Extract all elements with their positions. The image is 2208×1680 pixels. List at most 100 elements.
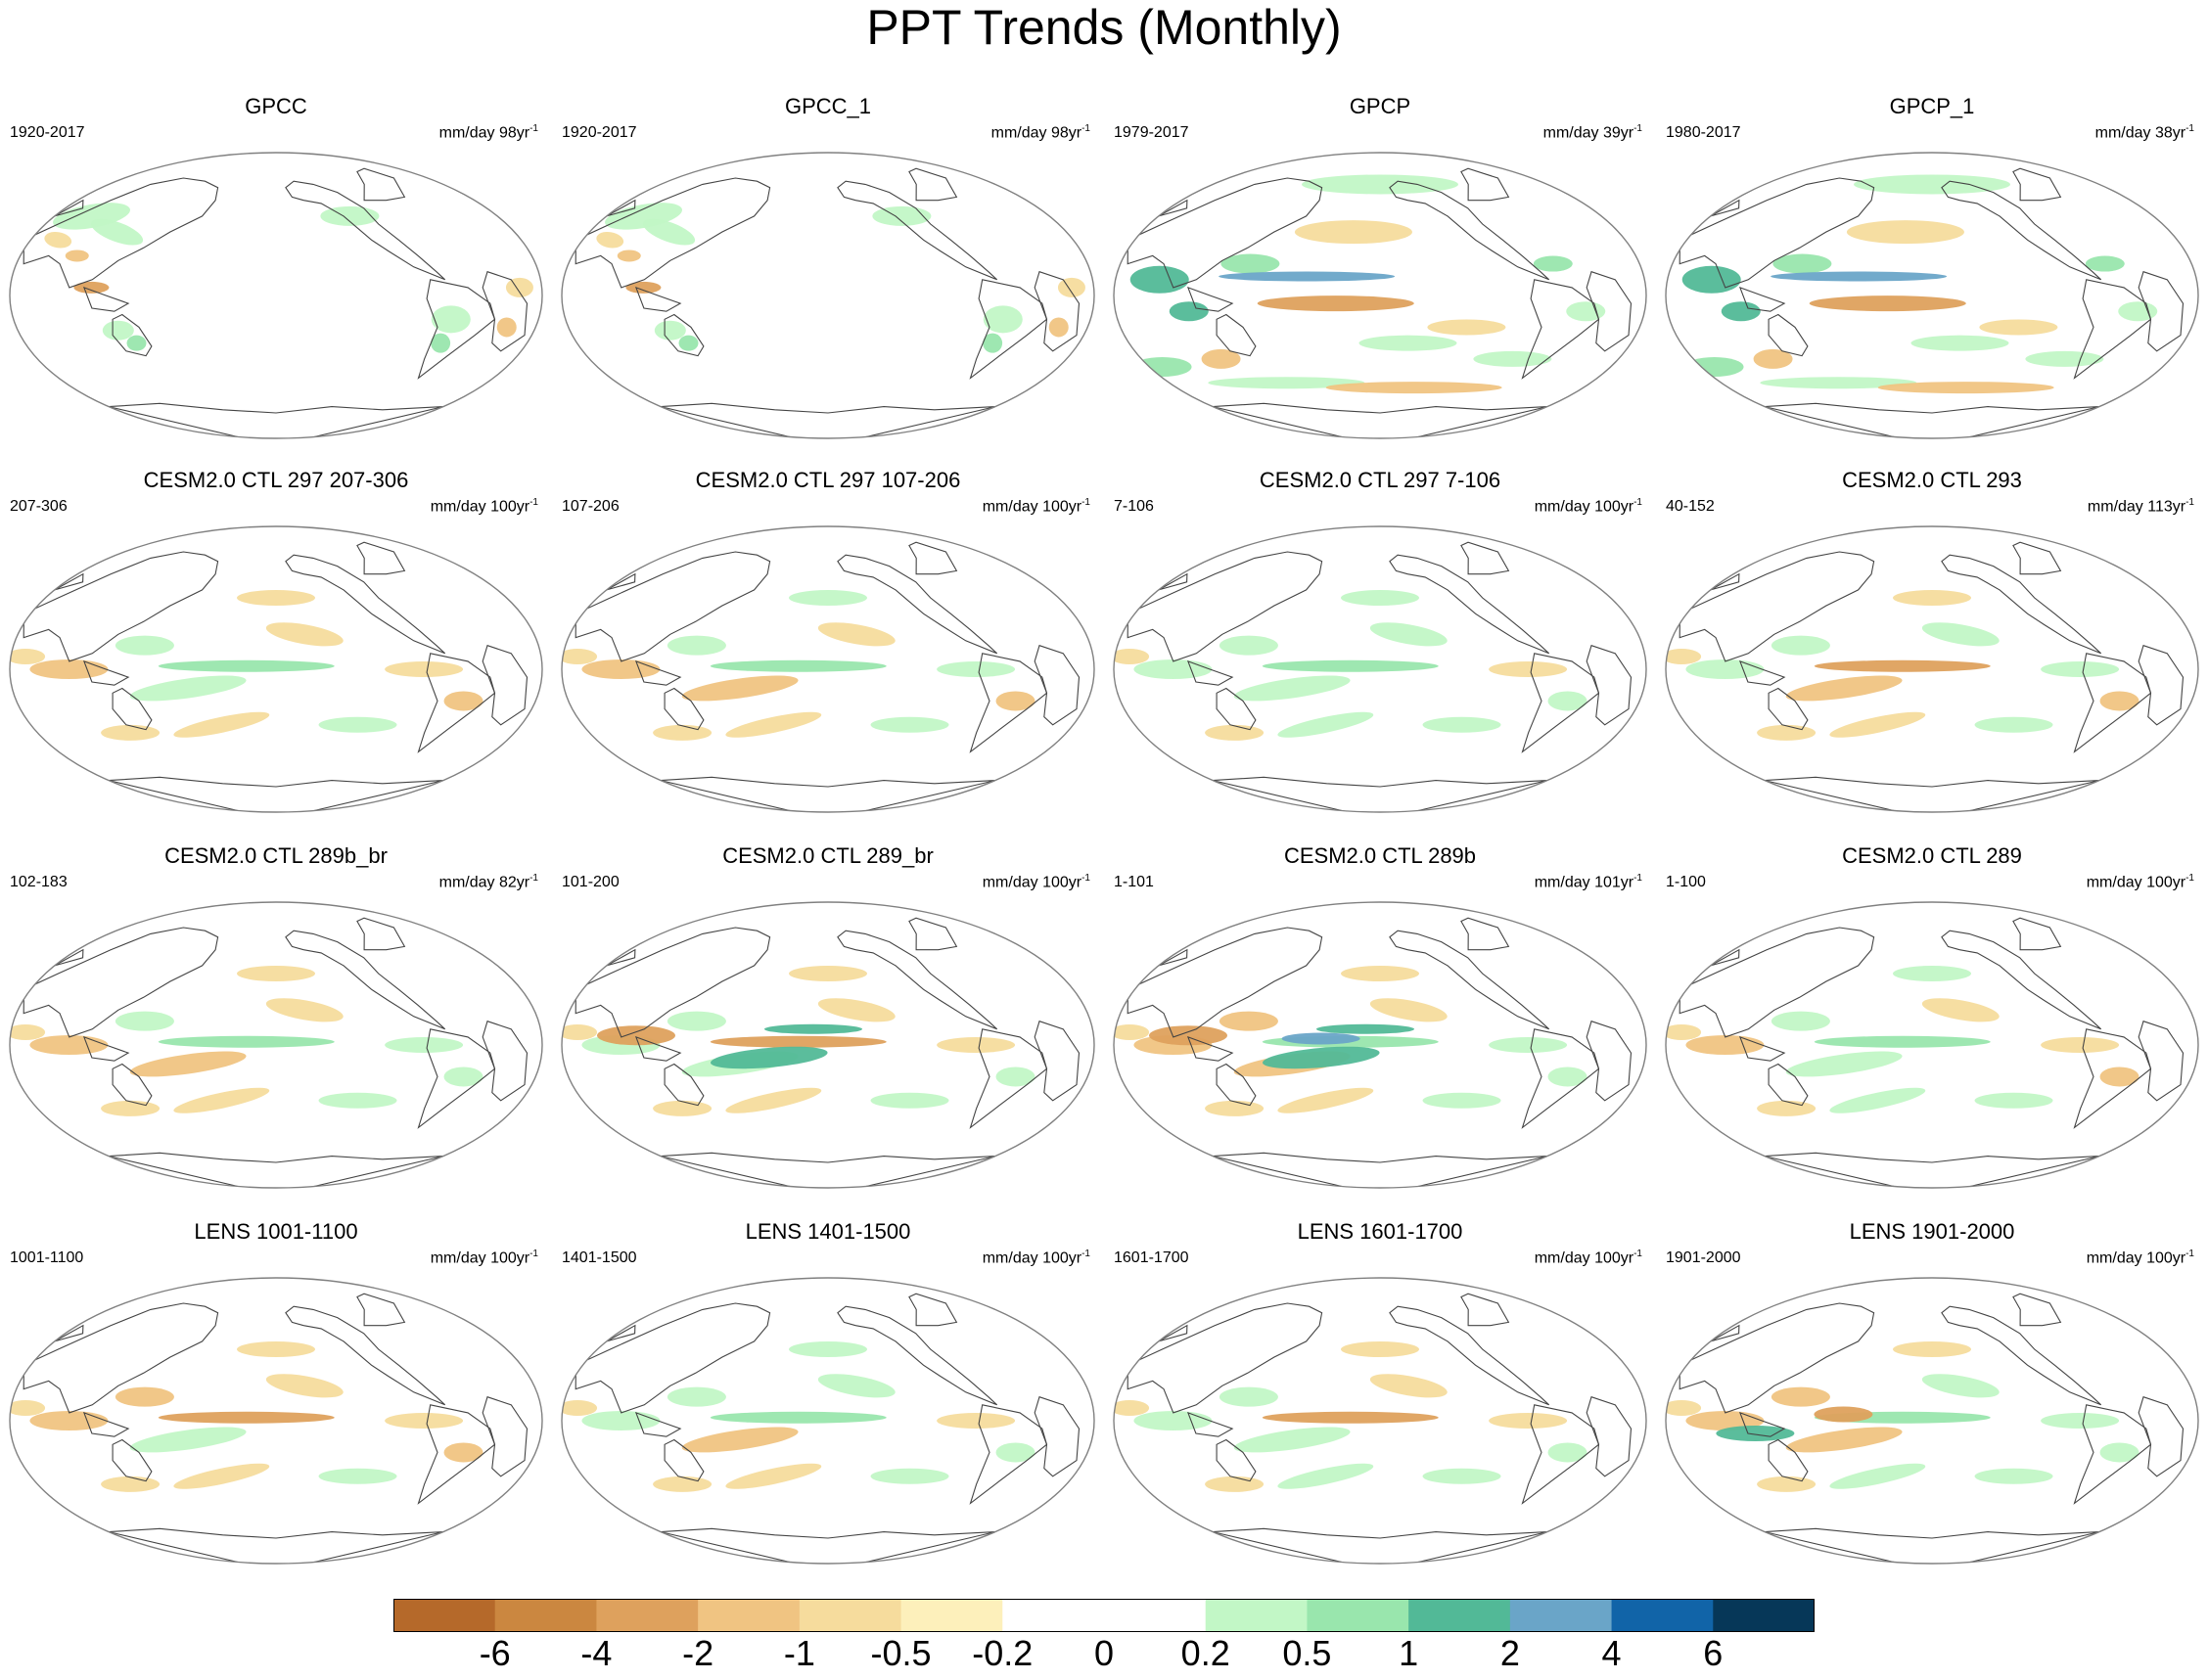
panel-title: CESM2.0 CTL 297 7-106 <box>1259 468 1501 492</box>
coastlines <box>1127 167 1633 438</box>
panel-units: mm/day 100yr-1 <box>2086 1249 2194 1267</box>
panel-title: CESM2.0 CTL 289b <box>1283 843 1477 868</box>
panel-title: GPCC <box>245 94 307 118</box>
map-panel: CESM2.0 CTL 289_br 101-200 mm/day 100yr-1 <box>552 843 1104 1215</box>
panel-period: 1001-1100 <box>10 1249 84 1266</box>
panel-period: 40-152 <box>1666 498 1715 515</box>
trend-field <box>1114 966 1587 1116</box>
map-panel: LENS 1001-1100 1001-1100 mm/day 100yr-1 <box>0 1219 552 1591</box>
colorbar-frame <box>393 1599 1815 1632</box>
panel-units: mm/day 113yr-1 <box>2087 497 2194 516</box>
panel-title: GPCP <box>1349 94 1411 118</box>
map-panel: CESM2.0 CTL 289b_br 102-183 mm/day 82yr-1 <box>0 843 552 1215</box>
colorbar-swatch <box>900 1599 1003 1632</box>
panel-period: 1920-2017 <box>10 124 85 141</box>
trend-field <box>1666 1341 2139 1492</box>
trend-field <box>562 966 1035 1116</box>
coastlines <box>23 167 529 438</box>
trend-field <box>10 966 483 1116</box>
panel-period: 107-206 <box>562 498 620 515</box>
trend-map <box>561 1277 1095 1565</box>
panel-period: 101-200 <box>562 874 620 890</box>
map-panel: LENS 1601-1700 1601-1700 mm/day 100yr-1 <box>1104 1219 1656 1591</box>
colorbar-swatch <box>1002 1599 1105 1632</box>
panel-units: mm/day 100yr-1 <box>982 497 1090 516</box>
main-title: PPT Trends (Monthly) <box>866 0 1342 55</box>
coastlines <box>23 917 529 1188</box>
trend-map <box>561 525 1095 813</box>
coastlines <box>575 917 1081 1188</box>
panel-units: mm/day 100yr-1 <box>430 1249 538 1267</box>
colorbar-swatch <box>1408 1599 1511 1632</box>
colorbar-swatch <box>799 1599 902 1632</box>
panel-units: mm/day 82yr-1 <box>438 873 538 891</box>
trend-map <box>1113 525 1647 813</box>
map-panel: LENS 1401-1500 1401-1500 mm/day 100yr-1 <box>552 1219 1104 1591</box>
map-panel: GPCP_1 1980-2017 mm/day 38yr-1 <box>1656 94 2208 466</box>
map-panel: GPCC 1920-2017 mm/day 98yr-1 <box>0 94 552 466</box>
colorbar-tick-label: -6 <box>479 1633 511 1673</box>
map-outline <box>1665 152 2199 439</box>
map-outline <box>9 1277 543 1565</box>
colorbar-tick-label: -0.5 <box>870 1633 932 1673</box>
panel-units: mm/day 100yr-1 <box>982 1249 1090 1267</box>
trend-map <box>1113 1277 1647 1565</box>
coastlines <box>575 1293 1081 1564</box>
colorbar-swatch <box>393 1599 496 1632</box>
panel-title: CESM2.0 CTL 289_br <box>722 843 934 868</box>
coastlines <box>23 1293 529 1564</box>
coastlines <box>575 167 1081 438</box>
colorbar-tick-label: -1 <box>783 1633 815 1673</box>
colorbar-swatch <box>494 1599 597 1632</box>
colorbar-tick-label: 1 <box>1399 1633 1419 1673</box>
coastlines <box>1127 917 1633 1188</box>
coastlines <box>23 541 529 812</box>
coastlines <box>1679 167 2185 438</box>
trend-field <box>1681 174 2158 394</box>
panel-period: 1901-2000 <box>1666 1249 1741 1266</box>
panel-period: 1979-2017 <box>1114 124 1189 141</box>
colorbar-tick-label: -0.2 <box>972 1633 1034 1673</box>
map-panel: CESM2.0 CTL 293 40-152 mm/day 113yr-1 <box>1656 468 2208 840</box>
map-panel: CESM2.0 CTL 297 107-206 107-206 mm/day 100… <box>552 468 1104 840</box>
map-outline <box>1113 152 1647 439</box>
trend-map <box>561 152 1095 439</box>
panel-units: mm/day 38yr-1 <box>2094 123 2194 142</box>
colorbar-tick-label: -4 <box>580 1633 613 1673</box>
map-outline <box>561 1277 1095 1565</box>
trend-map <box>1113 152 1647 439</box>
map-outline <box>1113 901 1647 1189</box>
panel-period: 207-306 <box>10 498 68 515</box>
panel-title: GPCC_1 <box>784 94 872 118</box>
panel-units: mm/day 101yr-1 <box>1534 873 1642 891</box>
colorbar-swatch <box>1509 1599 1613 1632</box>
trend-map <box>1665 525 2199 813</box>
coastlines <box>1679 541 2185 812</box>
panel-units: mm/day 98yr-1 <box>990 123 1090 142</box>
colorbar-tick-label: 0.2 <box>1180 1633 1230 1673</box>
colorbar-swatch <box>1104 1599 1207 1632</box>
panel-units: mm/day 100yr-1 <box>1534 1249 1642 1267</box>
panel-units: mm/day 98yr-1 <box>438 123 538 142</box>
colorbar-tick-label: 0.5 <box>1282 1633 1332 1673</box>
coastlines <box>1679 1293 2185 1564</box>
trend-map <box>9 152 543 439</box>
trend-field <box>44 203 533 353</box>
coastlines <box>1127 541 1633 812</box>
map-outline <box>9 901 543 1189</box>
colorbar-tick-label: 6 <box>1703 1633 1724 1673</box>
panel-title: LENS 1001-1100 <box>194 1219 358 1244</box>
colorbar-swatch <box>1307 1599 1409 1632</box>
colorbar-swatch <box>596 1599 699 1632</box>
panel-period: 1-101 <box>1114 874 1154 890</box>
trend-field <box>10 1341 483 1492</box>
panel-title: CESM2.0 CTL 297 207-306 <box>143 468 409 492</box>
colorbar <box>393 1599 1815 1632</box>
trend-field <box>596 203 1085 353</box>
panel-period: 1-100 <box>1666 874 1706 890</box>
map-outline <box>561 152 1095 439</box>
map-outline <box>9 152 543 439</box>
panel-period: 1401-1500 <box>562 1249 637 1266</box>
map-outline <box>1665 1277 2199 1565</box>
